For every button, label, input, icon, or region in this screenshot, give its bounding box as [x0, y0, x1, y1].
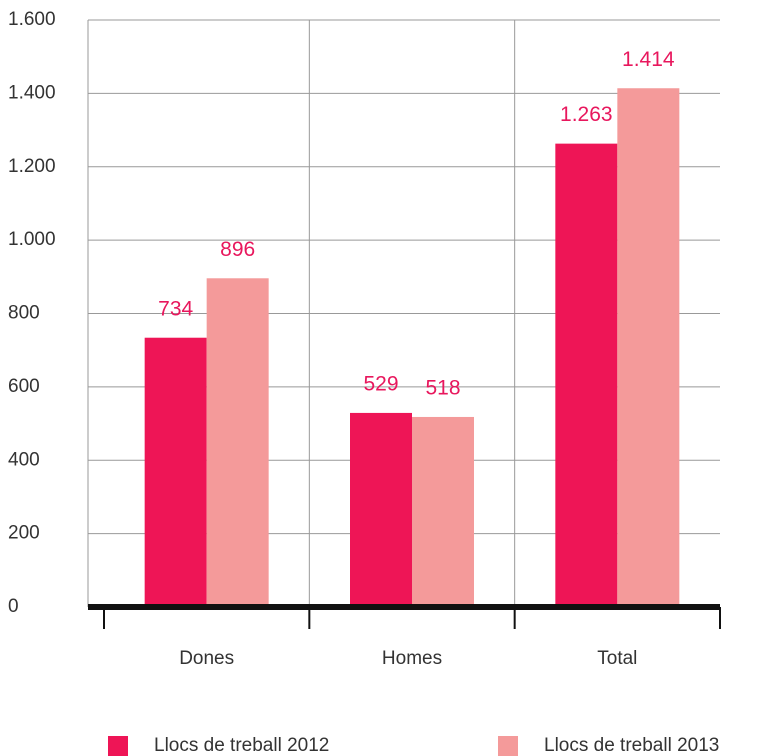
x-tick-label: Dones — [179, 648, 234, 669]
legend-label: Llocs de treball 2012 — [154, 735, 329, 756]
bar — [144, 337, 207, 607]
bar — [206, 278, 269, 607]
value-label: 734 — [158, 297, 193, 320]
y-tick-label: 200 — [8, 523, 40, 544]
value-label: 518 — [425, 377, 460, 400]
legend-swatch — [498, 736, 518, 756]
x-tick-label: Total — [597, 648, 637, 669]
value-label: 1.414 — [622, 48, 675, 71]
y-tick-label: 0 — [8, 596, 19, 617]
bar — [555, 143, 618, 607]
bar — [617, 88, 680, 607]
bar — [412, 416, 474, 607]
legend-label: Llocs de treball 2013 — [544, 735, 719, 756]
value-label: 529 — [363, 372, 398, 395]
y-tick-label: 1.600 — [8, 9, 56, 30]
y-tick-label: 600 — [8, 376, 40, 397]
x-tick-label: Homes — [382, 648, 442, 669]
value-label: 896 — [220, 238, 255, 261]
y-tick-label: 800 — [8, 303, 40, 324]
y-tick-label: 1.000 — [8, 229, 56, 250]
y-tick-label: 400 — [8, 449, 40, 470]
y-tick-label: 1.200 — [8, 156, 56, 177]
x-axis — [88, 604, 720, 610]
bar — [350, 412, 412, 607]
y-tick-label: 1.400 — [8, 82, 56, 103]
legend-swatch — [108, 736, 128, 756]
value-label: 1.263 — [560, 103, 613, 126]
